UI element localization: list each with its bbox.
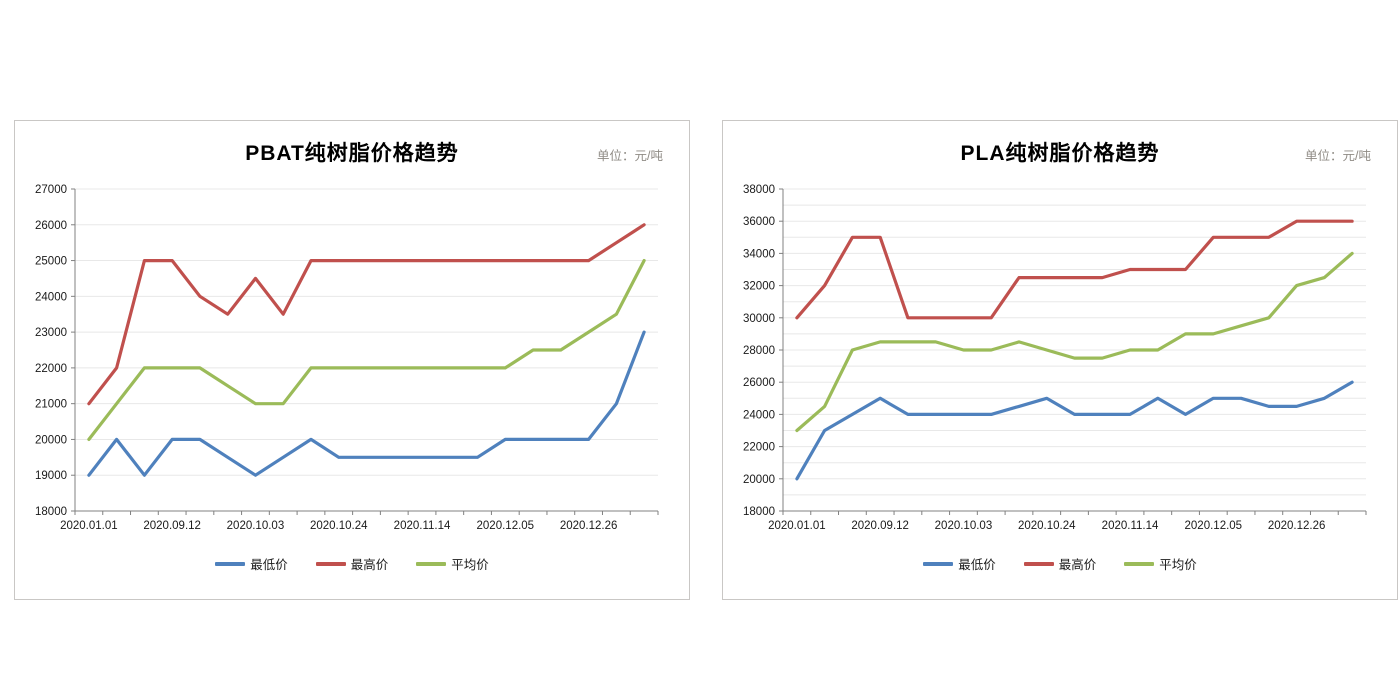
series-line-0 [795, 380, 1354, 481]
x-tick-label: 2020.10.03 [227, 520, 285, 532]
chart-panel-pla: 18000 20000 22000 24000 26000 28000 30000 32000… [722, 120, 1398, 600]
series-line-1 [795, 219, 1354, 320]
legend-swatch-max [1023, 561, 1054, 566]
x-tick-label: 2020.10.24 [1018, 520, 1076, 532]
legend-swatch-max [315, 561, 346, 566]
legend-item-avg: 平均价 [1124, 554, 1197, 573]
legend-label-max: 最高价 [1058, 558, 1097, 572]
y-tick-label: 36000 [743, 216, 775, 228]
y-tick-label: 20000 [35, 434, 67, 446]
y-tick-label: 22000 [35, 363, 67, 375]
legend: 最低价 最高价 平均价 [15, 554, 689, 573]
y-tick-label: 19000 [35, 470, 67, 482]
unit-label: 单位：元/吨 [597, 149, 663, 163]
x-tick-label: 2020.09.12 [851, 520, 909, 532]
legend-swatch-min [923, 561, 954, 566]
x-tick-label: 2020.12.26 [1268, 520, 1326, 532]
pbat-line-chart: 18000 19000 20000 21000 22000 23000 24000 25000… [35, 184, 659, 532]
legend: 最低价 最高价 平均价 [723, 554, 1397, 573]
x-tick-label: 2020.12.05 [1185, 520, 1243, 532]
x-tick-label: 2020.11.14 [394, 520, 451, 532]
y-tick-label: 20000 [743, 474, 775, 486]
y-tick-label: 24000 [35, 291, 67, 303]
x-tick-label: 2020.10.03 [935, 520, 993, 532]
legend-label-min: 最低价 [250, 558, 288, 572]
y-tick-label: 21000 [35, 399, 67, 411]
legend-swatch-avg [416, 561, 447, 566]
legend-item-avg: 平均价 [416, 554, 489, 573]
legend-label-min: 最低价 [958, 558, 996, 572]
y-tick-label: 18000 [35, 506, 67, 518]
chart-panel-pbat: 18000 19000 20000 21000 22000 23000 24000 25000… [14, 120, 690, 600]
legend-item-min: 最低价 [923, 554, 996, 573]
y-tick-label: 28000 [743, 345, 775, 357]
y-tick-label: 34000 [743, 248, 775, 260]
series-line-1 [87, 223, 646, 406]
legend-label-avg: 平均价 [1159, 558, 1197, 572]
legend-item-min: 最低价 [215, 554, 288, 573]
y-tick-label: 27000 [35, 184, 67, 196]
legend-label-avg: 平均价 [451, 558, 489, 572]
x-tick-label: 2020.01.01 [768, 520, 826, 532]
y-tick-label: 23000 [35, 327, 67, 339]
x-tick-label: 2020.01.01 [60, 520, 118, 532]
y-tick-label: 30000 [743, 313, 775, 325]
series-line-0 [87, 330, 646, 477]
legend-item-max: 最高价 [1023, 554, 1097, 573]
chart-title: PBAT纯树脂价格趋势 [245, 142, 459, 165]
legend-item-max: 最高价 [315, 554, 389, 573]
legend-label-max: 最高价 [350, 558, 389, 572]
x-tick-label: 2020.10.24 [310, 520, 368, 532]
legend-swatch-min [215, 561, 246, 566]
chart-title: PLA纯树脂价格趋势 [960, 142, 1160, 165]
legend-swatch-avg [1124, 561, 1155, 566]
x-tick-label: 2020.12.05 [477, 520, 535, 532]
unit-label: 单位：元/吨 [1305, 149, 1371, 163]
x-tick-label: 2020.12.26 [560, 520, 618, 532]
y-tick-label: 25000 [35, 256, 67, 268]
y-tick-label: 26000 [35, 220, 67, 232]
series-line-2 [87, 259, 646, 441]
pla-line-chart: 18000 20000 22000 24000 26000 28000 30000 32000… [743, 184, 1367, 532]
x-tick-label: 2020.09.12 [143, 520, 201, 532]
series-line-2 [795, 251, 1354, 433]
y-tick-label: 38000 [743, 184, 775, 196]
x-tick-label: 2020.11.14 [1102, 520, 1159, 532]
y-tick-label: 18000 [743, 506, 775, 518]
y-tick-label: 26000 [743, 377, 775, 389]
y-tick-label: 32000 [743, 281, 775, 293]
y-tick-label: 22000 [743, 442, 775, 454]
y-tick-label: 24000 [743, 409, 775, 421]
